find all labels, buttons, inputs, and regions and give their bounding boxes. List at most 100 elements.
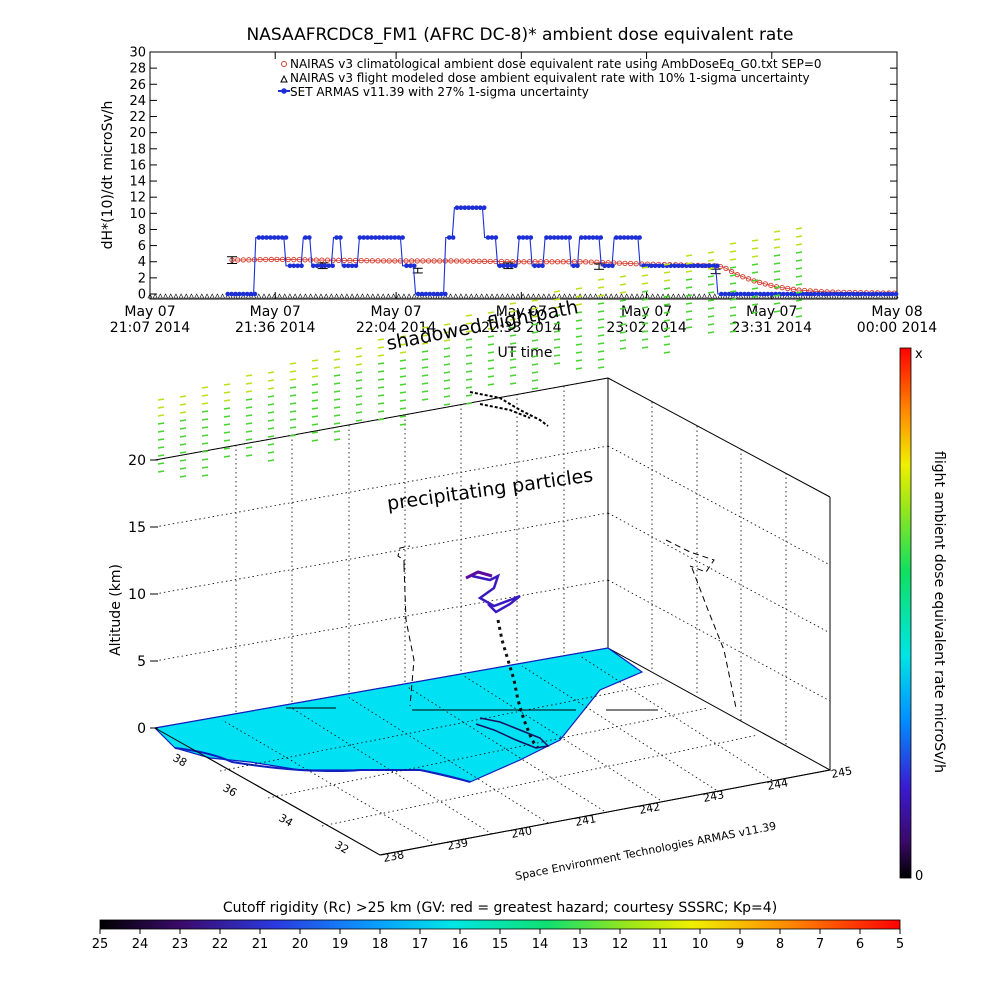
dose-marker: [465, 314, 473, 317]
longitude-tick-label: 238: [382, 848, 405, 865]
dose-marker: [179, 411, 187, 414]
dose-marker: [509, 358, 517, 361]
dose-marker: [531, 299, 539, 302]
dose-marker: [751, 303, 759, 306]
point-nairas-climatological: [633, 261, 639, 267]
dose-marker: [707, 275, 715, 278]
x-tick-label-date: May 07: [621, 304, 672, 320]
point-armas: [672, 263, 677, 269]
point-armas: [353, 263, 359, 269]
dose-marker: [201, 458, 209, 461]
point-armas: [703, 263, 709, 269]
point-armas: [485, 235, 491, 240]
dose-marker: [773, 286, 781, 289]
dose-marker: [267, 387, 275, 390]
dose-marker: [465, 370, 473, 373]
point-nairas-flight: [468, 293, 474, 299]
dose-marker: [399, 391, 407, 394]
point-nairas-climatological: [616, 260, 623, 266]
point-armas: [322, 263, 328, 269]
point-nairas-flight: [458, 293, 464, 299]
latitude-tick-label: 32: [333, 838, 352, 856]
point-armas: [839, 291, 845, 297]
dose-marker: [443, 371, 451, 374]
point-nairas-flight: [396, 293, 402, 299]
dose-marker: [597, 350, 605, 353]
point-nairas-climatological: [302, 257, 308, 263]
point-armas: [781, 291, 786, 297]
dose-marker: [487, 367, 495, 370]
dose-marker: [773, 270, 781, 273]
rigidity-tick-label: 13: [572, 937, 589, 952]
point-armas: [415, 291, 421, 297]
point-armas: [586, 235, 592, 240]
dose-marker: [597, 302, 605, 305]
point-nairas-climatological: [560, 259, 566, 265]
point-nairas-climatological: [414, 258, 420, 264]
point-nairas-flight: [380, 293, 386, 299]
point-armas: [590, 235, 596, 240]
rigidity-colorbar-ticks: 25 24 23 22 21 20 19 18 17 16 15 14 13 12 11 10 9 8 7 6 5: [92, 929, 904, 952]
point-nairas-flight: [411, 293, 417, 299]
dose-marker: [267, 459, 275, 462]
altitude-tick-label: 10: [128, 587, 146, 603]
dose-marker: [707, 331, 715, 334]
dose-marker: [707, 251, 715, 254]
dose-marker: [597, 366, 605, 369]
point-armas: [400, 235, 405, 240]
dose-marker: [201, 418, 209, 421]
legend-entry-nairas-clim: NAIRAS v3 climatological ambient dose eq…: [290, 57, 822, 71]
point-armas: [388, 235, 394, 240]
point-armas: [225, 291, 231, 297]
point-armas: [528, 235, 534, 240]
point-nairas-climatological: [375, 258, 381, 264]
dose-marker: [509, 366, 517, 369]
dose-marker: [773, 294, 781, 297]
longitude-axis: 238 239 240 241 242 243 244 245: [382, 764, 853, 865]
point-armas: [617, 235, 623, 240]
point-nairas-climatological: [257, 256, 263, 263]
dose-marker: [333, 406, 341, 409]
dose-marker: [377, 410, 385, 413]
point-nairas-flight: [173, 293, 179, 299]
point-nairas-flight: [199, 293, 205, 299]
point-nairas-flight: [624, 293, 630, 299]
dose-marker: [245, 438, 253, 441]
point-armas: [532, 263, 538, 269]
point-armas: [750, 291, 755, 297]
dose-marker: [289, 434, 297, 437]
point-nairas-flight: [328, 293, 334, 299]
point-nairas-flight: [670, 293, 676, 299]
dose-marker: [465, 378, 473, 381]
point-nairas-flight: [473, 293, 479, 299]
dose-marker: [619, 315, 627, 318]
dose-marker: [289, 410, 297, 413]
dose-marker: [333, 358, 341, 361]
dose-marker: [773, 278, 781, 281]
dose-marker: [729, 314, 737, 317]
x-axis-label: UT time: [498, 345, 553, 361]
dose-colorbar-bottom-label: 0: [915, 869, 923, 884]
dose-marker: [575, 287, 583, 290]
credit-label: Space Environment Technologies ARMAS v11…: [514, 820, 777, 883]
point-armas: [785, 291, 790, 297]
dose-marker: [311, 375, 319, 378]
point-nairas-flight: [484, 293, 490, 299]
point-armas: [656, 263, 662, 269]
point-nairas-flight: [603, 293, 609, 299]
point-armas: [816, 291, 821, 297]
point-armas: [501, 263, 506, 269]
point-nairas-flight: [147, 293, 153, 299]
dose-marker: [201, 402, 209, 405]
point-nairas-climatological: [768, 282, 774, 289]
y-tick-label: 24: [129, 94, 146, 109]
dose-marker: [399, 351, 407, 354]
point-nairas-flight: [375, 293, 381, 299]
dose-marker: [553, 354, 561, 357]
dose-marker: [223, 455, 231, 458]
dose-marker: [421, 374, 429, 377]
point-armas: [753, 291, 759, 297]
dose-marker: [487, 351, 495, 354]
point-armas: [384, 235, 390, 240]
dose-marker: [443, 347, 451, 350]
